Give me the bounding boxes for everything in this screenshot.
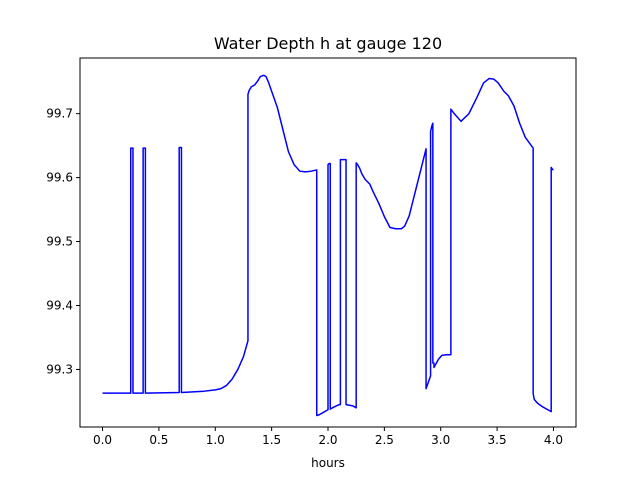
chart-title: Water Depth h at gauge 120 [214,34,442,53]
y-tick-label: 99.4 [46,298,73,312]
x-tick-label: 1.5 [262,433,281,447]
y-tick-label: 99.5 [46,235,73,249]
y-tick-label: 99.6 [46,171,73,185]
x-tick-label: 2.5 [375,433,394,447]
axes-frame [79,57,577,428]
x-tick-label: 4.0 [544,433,563,447]
x-tick-label: 3.0 [431,433,450,447]
x-axis-ticks: 0.0 0.5 1.0 1.5 2.0 2.5 3.0 3.5 4.0 [93,427,563,447]
series-line-0 [102,74,554,417]
plot-area [102,74,554,417]
y-tick-label: 99.7 [46,107,73,121]
y-tick-label: 99.3 [46,362,73,376]
x-tick-label: 0.0 [93,433,112,447]
x-tick-label: 2.0 [318,433,337,447]
x-tick-label: 0.5 [149,433,168,447]
x-axis-label: hours [311,456,345,470]
y-axis-ticks: 99.3 99.4 99.5 99.6 99.7 [46,107,80,376]
x-tick-label: 3.5 [488,433,507,447]
x-tick-label: 1.0 [206,433,225,447]
